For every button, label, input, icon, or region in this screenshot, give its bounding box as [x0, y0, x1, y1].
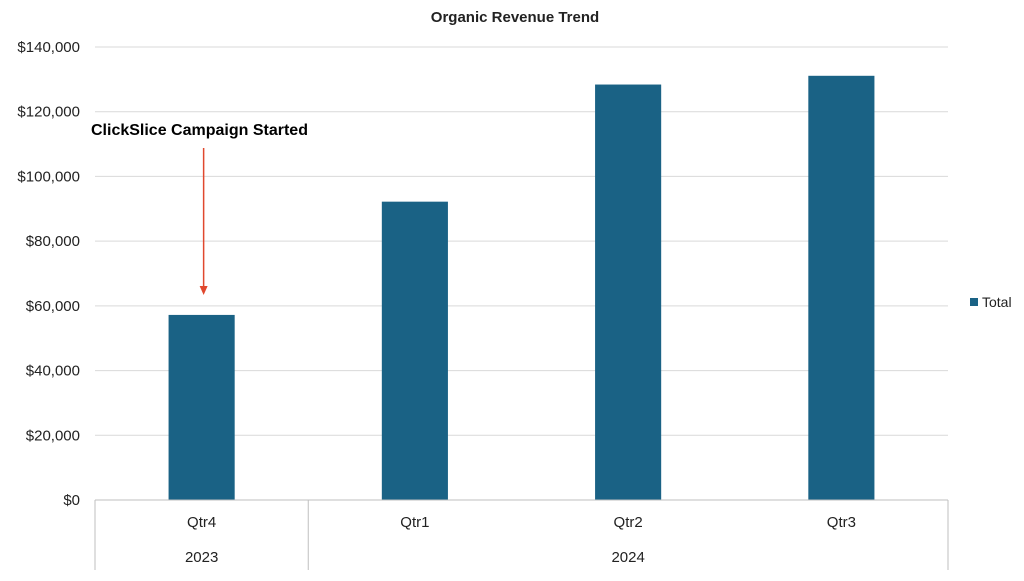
- year-label: 2024: [611, 549, 644, 566]
- bar-qtr4: [168, 314, 235, 500]
- bar-qtr3: [808, 75, 875, 501]
- bar-qtr2: [595, 84, 662, 500]
- annotation: ClickSlice Campaign Started: [91, 122, 308, 295]
- x-tick-label: Qtr3: [827, 514, 856, 531]
- x-tick-label: Qtr1: [400, 514, 429, 531]
- legend-label: Total: [982, 294, 1012, 310]
- annotation-text: ClickSlice Campaign Started: [91, 122, 308, 139]
- y-tick-label: $40,000: [26, 363, 80, 380]
- x-tick-label: Qtr4: [187, 514, 216, 531]
- category-axis: [94, 499, 949, 570]
- y-tick-label: $20,000: [26, 427, 80, 444]
- y-tick-label: $80,000: [26, 233, 80, 250]
- y-tick-label: $100,000: [17, 168, 80, 185]
- y-tick-label: $60,000: [26, 298, 80, 315]
- bar-qtr1: [381, 201, 448, 500]
- legend: Total: [970, 294, 1012, 310]
- y-tick-label: $0: [63, 492, 80, 509]
- annotation-arrowhead: [199, 286, 208, 295]
- chart-title: Organic Revenue Trend: [431, 9, 599, 26]
- year-label: 2023: [185, 549, 218, 566]
- bars: [168, 75, 875, 501]
- legend-swatch: [970, 298, 978, 306]
- axis-labels: $0 $20,000 $40,000 $60,000 $80,000 $100,000 $1…: [17, 39, 856, 566]
- y-tick-label: $120,000: [17, 104, 80, 121]
- y-tick-label: $140,000: [17, 39, 80, 56]
- x-tick-label: Qtr2: [614, 514, 643, 531]
- gridlines: [95, 46, 948, 501]
